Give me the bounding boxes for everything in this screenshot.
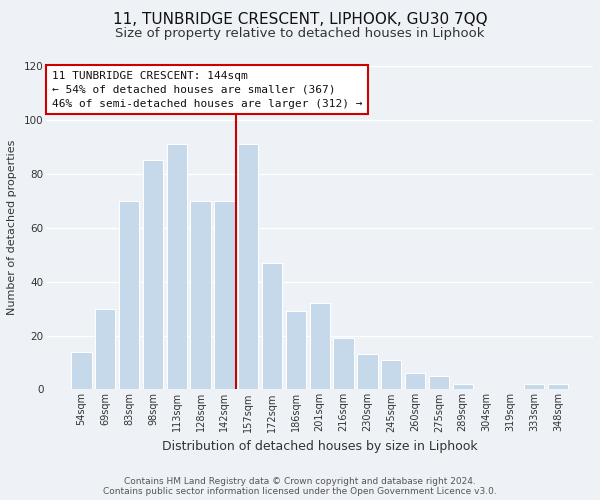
Bar: [214, 200, 235, 390]
Bar: [190, 200, 211, 390]
Text: Contains public sector information licensed under the Open Government Licence v3: Contains public sector information licen…: [103, 486, 497, 496]
Bar: [405, 374, 425, 390]
Bar: [262, 262, 282, 390]
Text: Contains HM Land Registry data © Crown copyright and database right 2024.: Contains HM Land Registry data © Crown c…: [124, 476, 476, 486]
Bar: [167, 144, 187, 390]
Bar: [429, 376, 449, 390]
Bar: [143, 160, 163, 390]
Bar: [238, 144, 259, 390]
Text: Size of property relative to detached houses in Liphook: Size of property relative to detached ho…: [115, 28, 485, 40]
Bar: [286, 312, 306, 390]
Bar: [357, 354, 377, 390]
Y-axis label: Number of detached properties: Number of detached properties: [7, 140, 17, 316]
Bar: [452, 384, 473, 390]
Text: 11, TUNBRIDGE CRESCENT, LIPHOOK, GU30 7QQ: 11, TUNBRIDGE CRESCENT, LIPHOOK, GU30 7Q…: [113, 12, 487, 28]
Text: 11 TUNBRIDGE CRESCENT: 144sqm
← 54% of detached houses are smaller (367)
46% of : 11 TUNBRIDGE CRESCENT: 144sqm ← 54% of d…: [52, 71, 362, 109]
X-axis label: Distribution of detached houses by size in Liphook: Distribution of detached houses by size …: [162, 440, 478, 453]
Bar: [524, 384, 544, 390]
Bar: [310, 303, 330, 390]
Bar: [548, 384, 568, 390]
Bar: [381, 360, 401, 390]
Bar: [95, 308, 115, 390]
Bar: [334, 338, 353, 390]
Bar: [119, 200, 139, 390]
Bar: [71, 352, 92, 390]
